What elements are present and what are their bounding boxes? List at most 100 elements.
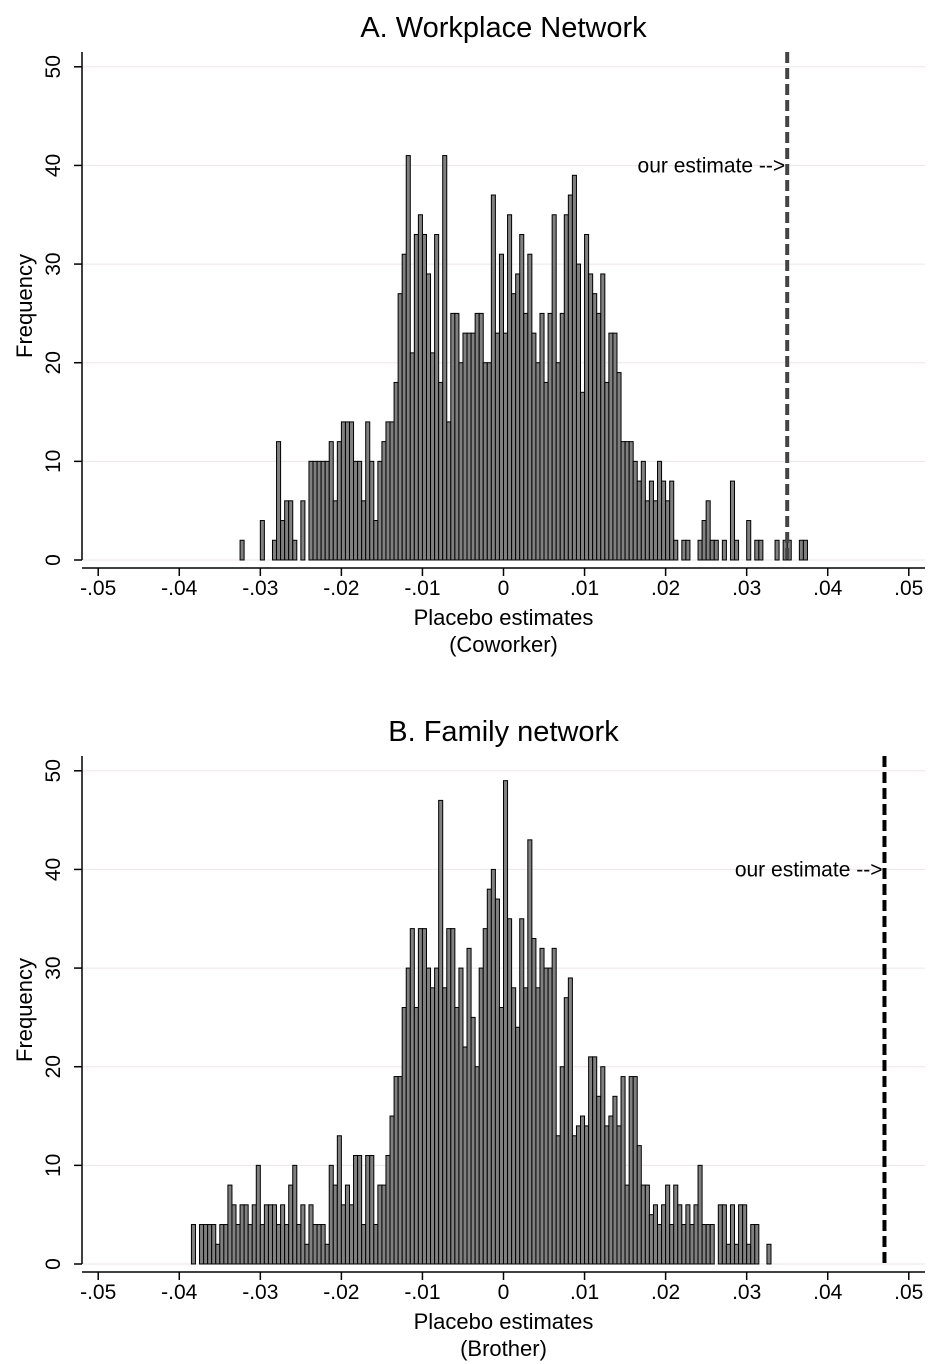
bar	[292, 539, 298, 561]
bar	[385, 1154, 391, 1265]
bar	[705, 1224, 711, 1265]
bar	[365, 1154, 371, 1265]
bar	[588, 273, 594, 561]
bar	[612, 1095, 618, 1265]
x-tick-label: -.03	[242, 577, 278, 600]
bar	[267, 1204, 273, 1265]
bar	[328, 441, 334, 561]
bar	[519, 233, 525, 561]
bar	[199, 1224, 205, 1265]
annotation: our estimate -->	[638, 154, 786, 177]
bar	[738, 1204, 744, 1265]
bar	[381, 1184, 387, 1265]
bar	[567, 194, 573, 561]
bar	[442, 987, 448, 1265]
bar	[417, 928, 423, 1265]
bar	[620, 441, 626, 561]
annotation: our estimate -->	[735, 858, 883, 881]
bar	[673, 1184, 679, 1265]
bar	[288, 500, 294, 561]
bar	[523, 312, 529, 561]
bar	[515, 1026, 521, 1265]
y-tick-label: 10	[42, 450, 65, 473]
bar	[223, 1224, 229, 1265]
bar	[332, 1184, 338, 1265]
bar	[470, 1016, 476, 1265]
bar	[746, 1243, 752, 1265]
bar	[304, 1243, 310, 1265]
bar	[243, 1204, 249, 1265]
bar	[721, 539, 727, 561]
bar	[563, 997, 569, 1265]
bar	[312, 460, 318, 561]
bar	[316, 460, 322, 561]
bar	[665, 1184, 671, 1265]
bar	[685, 1204, 691, 1265]
bar	[263, 1204, 269, 1265]
bar	[729, 1204, 736, 1265]
x-tick-label: .05	[894, 577, 923, 600]
bar	[308, 460, 314, 561]
bar	[636, 1145, 642, 1265]
bar	[681, 539, 687, 561]
bar	[316, 1224, 322, 1265]
bar	[515, 273, 521, 561]
bar	[567, 977, 573, 1265]
bar	[336, 441, 342, 561]
bar	[693, 1204, 699, 1265]
chart-title: B. Family network	[388, 716, 619, 748]
bar	[555, 362, 561, 561]
x-tick-label: .04	[813, 1281, 843, 1304]
bar	[312, 1224, 318, 1265]
bar	[438, 799, 444, 1265]
bar	[721, 1204, 727, 1265]
bar	[397, 1076, 403, 1265]
bar	[401, 253, 407, 561]
y-tick-label: 0	[42, 554, 65, 566]
bar	[563, 214, 569, 561]
bar	[725, 1243, 731, 1265]
bar	[446, 421, 452, 561]
bar	[685, 539, 691, 561]
bar	[259, 520, 265, 561]
bar	[219, 1224, 225, 1265]
bar	[353, 1154, 359, 1265]
bar	[478, 967, 484, 1265]
bar	[227, 1184, 233, 1265]
bar	[474, 312, 480, 561]
bar	[701, 1224, 707, 1265]
bar	[592, 293, 598, 561]
bar	[413, 233, 419, 561]
bar	[802, 539, 808, 561]
bar	[344, 1184, 350, 1265]
bar	[754, 539, 760, 561]
bar	[507, 214, 513, 561]
bar	[430, 352, 436, 561]
y-axis-title: Frequency	[12, 254, 37, 358]
bar	[746, 520, 752, 561]
bar	[353, 460, 359, 561]
bar	[478, 312, 484, 561]
y-tick-label: 20	[42, 1055, 65, 1078]
y-tick-label: 50	[42, 759, 65, 782]
y-tick-label: 0	[42, 1258, 65, 1270]
bar	[409, 928, 415, 1265]
bar	[681, 1224, 687, 1265]
bar	[616, 372, 622, 561]
bar	[271, 1204, 278, 1265]
bar	[259, 1224, 265, 1265]
bar	[669, 480, 675, 561]
bar	[636, 480, 642, 561]
bar	[336, 1135, 342, 1265]
bar	[434, 233, 440, 561]
x-tick-label: .01	[570, 1281, 599, 1304]
bar	[446, 928, 452, 1265]
bar	[665, 500, 671, 561]
bar	[652, 500, 659, 561]
bar	[377, 1184, 383, 1265]
bar	[559, 1066, 565, 1265]
bar	[280, 1204, 286, 1265]
bar	[357, 1154, 363, 1265]
